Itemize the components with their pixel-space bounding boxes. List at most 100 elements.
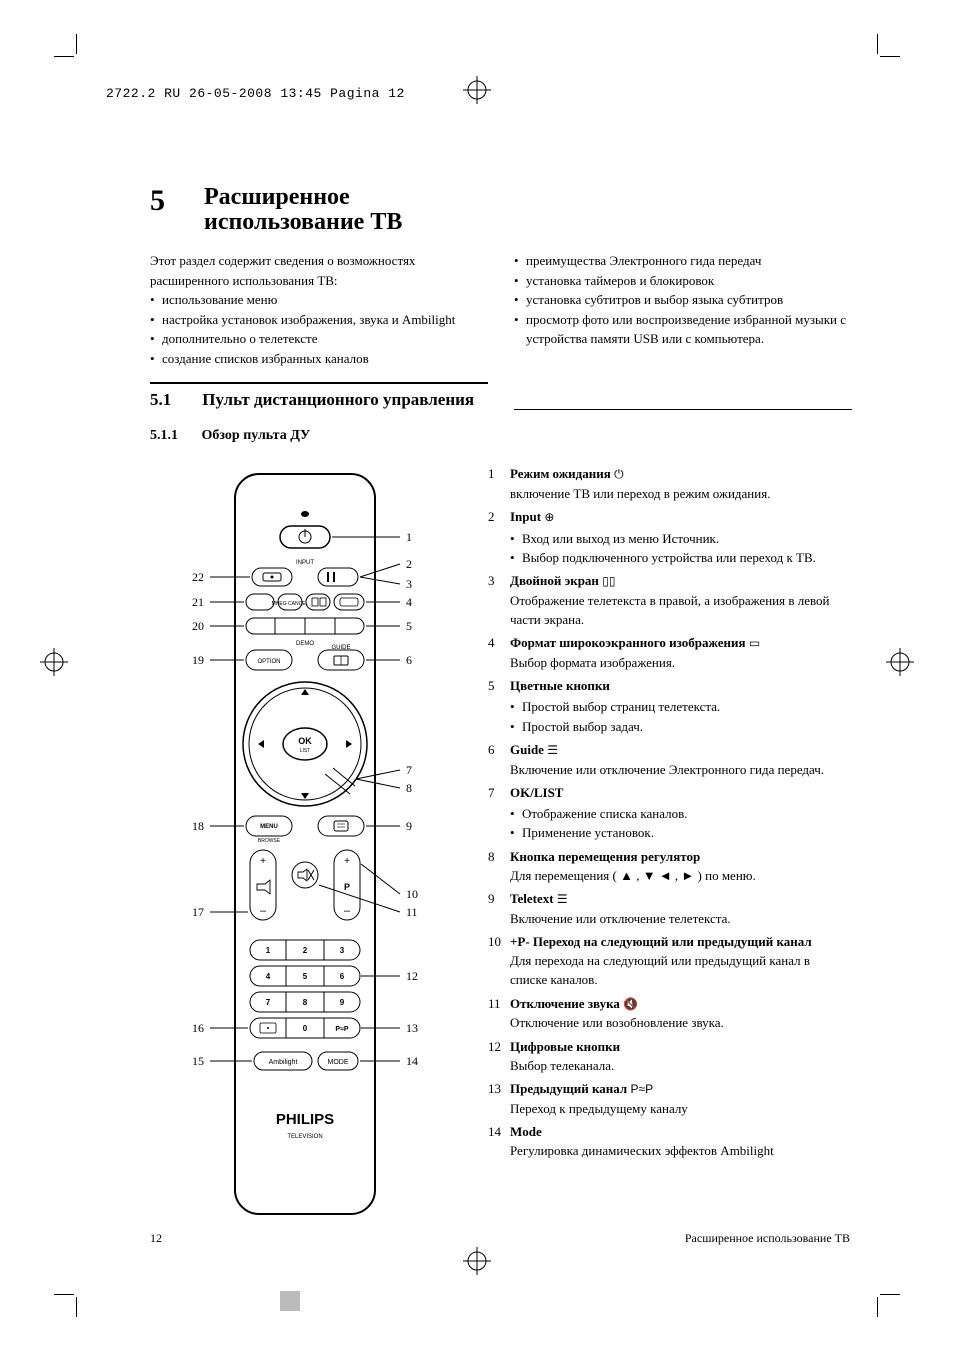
registration-mark-icon (886, 648, 914, 676)
callout-row: 1Режим ожидания ⏻включение ТВ или перехо… (488, 464, 850, 503)
svg-text:5: 5 (303, 972, 308, 981)
callout-number: 5 (488, 676, 510, 736)
svg-text:1: 1 (266, 946, 271, 955)
callout-desc: Выбор формата изображения. (510, 653, 850, 672)
callout-icon: 🔇 (620, 997, 638, 1011)
callout-label: Двойной экран (510, 573, 599, 588)
callout-row: 3Двойной экран ▯▯Отображение телетекста … (488, 571, 850, 629)
svg-text:12: 12 (406, 969, 418, 983)
callout-row: 6Guide ☰Включение или отключение Электро… (488, 740, 850, 779)
callout-label: Формат широкоэкранного изображения (510, 635, 746, 650)
svg-text:DEMO: DEMO (296, 641, 314, 647)
svg-text:19: 19 (192, 653, 204, 667)
chapter-title: Расширенное использование ТВ (204, 185, 484, 235)
callout-icon: ▭ (746, 636, 761, 650)
svg-text:LIST: LIST (300, 748, 311, 754)
remote-figure: INPUT MHEG CANCEL DEMO (150, 464, 460, 1239)
registration-mark-icon (40, 648, 68, 676)
chapter-heading: 5 Расширенное использование ТВ (150, 185, 850, 235)
callout-desc: Включение или отключение телетекста. (510, 909, 850, 928)
list-item: создание списков избранных каналов (150, 349, 488, 369)
callout-label: Teletext (510, 891, 554, 906)
callout-label: Цветные кнопки (510, 678, 610, 693)
callout-icon: ⊕ (541, 510, 554, 524)
svg-text:6: 6 (340, 972, 345, 981)
callout-desc: Включение или отключение Электронного ги… (510, 760, 850, 779)
intro-left-list: использование меню настройка установок и… (150, 290, 488, 368)
svg-text:10: 10 (406, 887, 418, 901)
callout-bullets: Простой выбор страниц телетекста.Простой… (510, 697, 850, 735)
svg-text:2: 2 (303, 946, 308, 955)
callout-body: Input ⊕Вход или выход из меню Источник.В… (510, 507, 850, 567)
svg-text:7: 7 (406, 763, 412, 777)
svg-text:–: – (260, 905, 267, 917)
svg-text:0: 0 (303, 1024, 308, 1033)
callout-label: Кнопка перемещения регулятор (510, 849, 700, 864)
callout-row: 4Формат широкоэкранного изображения ▭ Выб… (488, 633, 850, 672)
svg-text:11: 11 (406, 905, 418, 919)
callout-number: 7 (488, 783, 510, 843)
subsection-title: Обзор пульта ДУ (202, 428, 311, 443)
svg-text:1: 1 (406, 530, 412, 544)
callout-number: 8 (488, 847, 510, 885)
svg-text:15: 15 (192, 1054, 204, 1068)
svg-text:22: 22 (192, 570, 204, 584)
svg-text:5: 5 (406, 619, 412, 633)
callout-row: 9Teletext ☰ Включение или отключение теле… (488, 889, 850, 928)
callout-desc: Для перемещения ( ▲ , ▼ ◄ , ► ) по меню. (510, 866, 850, 885)
callout-body: Формат широкоэкранного изображения ▭ Выбо… (510, 633, 850, 672)
svg-text:9: 9 (340, 998, 345, 1007)
page-number: 12 (150, 1231, 162, 1246)
intro-right: преимущества Электронного гида передач у… (514, 251, 852, 445)
callout-label: Отключение звука (510, 996, 620, 1011)
imposition-header: 2722.2 RU 26-05-2008 13:45 Pagina 12 (106, 86, 405, 101)
callout-body: Guide ☰Включение или отключение Электрон… (510, 740, 850, 779)
callout-row: 8Кнопка перемещения регулятор Для перемещ… (488, 847, 850, 885)
registration-mark-icon (463, 76, 491, 104)
callout-number: 2 (488, 507, 510, 567)
callout-label: Режим ожидания (510, 466, 611, 481)
page-content: 5 Расширенное использование ТВ Этот разд… (150, 185, 850, 1239)
svg-text:18: 18 (192, 819, 204, 833)
callout-label: Предыдущий канал (510, 1081, 627, 1096)
callout-body: +P- Переход на следующий или предыдущий … (510, 932, 850, 990)
list-item: просмотр фото или воспроизведение избран… (514, 310, 852, 349)
section-title: Пульт дистанционного управления (202, 390, 482, 410)
svg-text:8: 8 (303, 998, 308, 1007)
svg-text:2: 2 (406, 557, 412, 571)
callout-number: 4 (488, 633, 510, 672)
intro-left: Этот раздел содержит сведения о возможно… (150, 251, 488, 445)
callout-icon: P≈P (627, 1082, 653, 1096)
chapter-number: 5 (150, 185, 198, 217)
svg-text:P: P (344, 882, 350, 892)
callout-number: 1 (488, 464, 510, 503)
callout-label: Mode (510, 1124, 542, 1139)
callout-body: Цифровые кнопкиВыбор телеканала. (510, 1037, 850, 1075)
callout-icon: ☰ (554, 892, 568, 906)
svg-text:P≈P: P≈P (335, 1026, 349, 1033)
callout-body: Режим ожидания ⏻включение ТВ или переход… (510, 464, 850, 503)
svg-text:MENU: MENU (260, 824, 278, 830)
callout-number: 9 (488, 889, 510, 928)
callout-label: Input (510, 509, 541, 524)
svg-text:7: 7 (266, 998, 271, 1007)
callout-body: Teletext ☰ Включение или отключение телет… (510, 889, 850, 928)
svg-text:Ambilight: Ambilight (269, 1059, 298, 1066)
callout-number: 6 (488, 740, 510, 779)
list-item: настройка установок изображения, звука и… (150, 310, 488, 330)
svg-text:INPUT: INPUT (296, 560, 314, 566)
callout-body: ModeРегулировка динамических эффектов Am… (510, 1122, 850, 1160)
svg-text:13: 13 (406, 1021, 418, 1035)
callout-body: Двойной экран ▯▯Отображение телетекста в… (510, 571, 850, 629)
callout-body: Кнопка перемещения регулятор Для перемеще… (510, 847, 850, 885)
callout-desc: Отключение или возобновление звука. (510, 1013, 850, 1032)
callout-label: Guide (510, 742, 544, 757)
callout-label: +P- Переход на следующий или предыдущий … (510, 934, 812, 949)
callout-number: 13 (488, 1079, 510, 1118)
callout-row: 12Цифровые кнопкиВыбор телеканала. (488, 1037, 850, 1075)
callout-label: OK/LIST (510, 785, 563, 800)
svg-text:21: 21 (192, 595, 204, 609)
svg-text:20: 20 (192, 619, 204, 633)
callout-row: 2Input ⊕Вход или выход из меню Источник.… (488, 507, 850, 567)
list-item: дополнительно о телетексте (150, 329, 488, 349)
